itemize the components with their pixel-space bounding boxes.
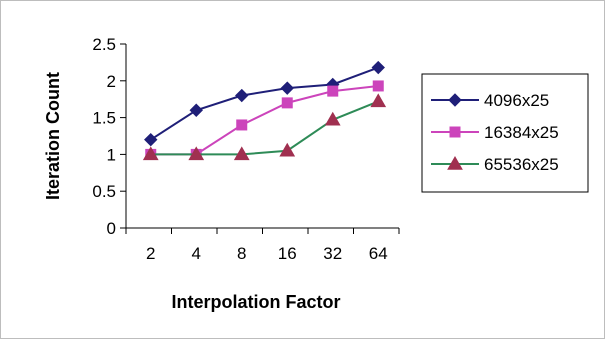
data-point-marker [282,98,292,108]
x-tick-label: 2 [146,244,155,263]
data-point-marker [190,104,202,116]
y-tick-label: 0.5 [92,182,116,201]
y-axis-ticks: 0 0.5 1 1.5 2 2.5 [92,35,126,238]
legend-label: 4096x25 [484,91,549,110]
series-3 [144,94,386,159]
x-axis-ticks: 2 4 8 16 32 64 [126,228,399,263]
data-point-marker [372,62,384,74]
series-1 [145,62,385,146]
legend-label: 16384x25 [484,123,559,142]
legend-label: 65536x25 [484,155,559,174]
y-axis-title: Iteration Count [43,72,63,200]
series-line [151,68,379,140]
x-tick-label: 32 [323,244,342,263]
data-point-marker [326,113,340,125]
data-point-marker [237,120,247,130]
y-tick-label: 1 [107,145,116,164]
series-line [151,101,379,154]
x-axis-title: Interpolation Factor [171,292,340,312]
y-tick-label: 2 [107,72,116,91]
data-point-marker [281,82,293,94]
y-tick-label: 0 [107,219,116,238]
x-tick-label: 64 [369,244,388,263]
data-point-marker [280,144,294,156]
data-point-marker [371,94,385,106]
x-tick-label: 4 [192,244,201,263]
series-line [151,86,379,154]
x-tick-label: 8 [237,244,246,263]
series-layer [144,62,386,160]
data-point-marker [145,134,157,146]
y-tick-label: 2.5 [92,35,116,54]
data-point-marker [236,90,248,102]
x-tick-label: 16 [278,244,297,263]
data-point-marker [373,81,383,91]
y-tick-label: 1.5 [92,109,116,128]
data-point-marker [328,86,338,96]
legend-marker-swatch [450,127,460,137]
